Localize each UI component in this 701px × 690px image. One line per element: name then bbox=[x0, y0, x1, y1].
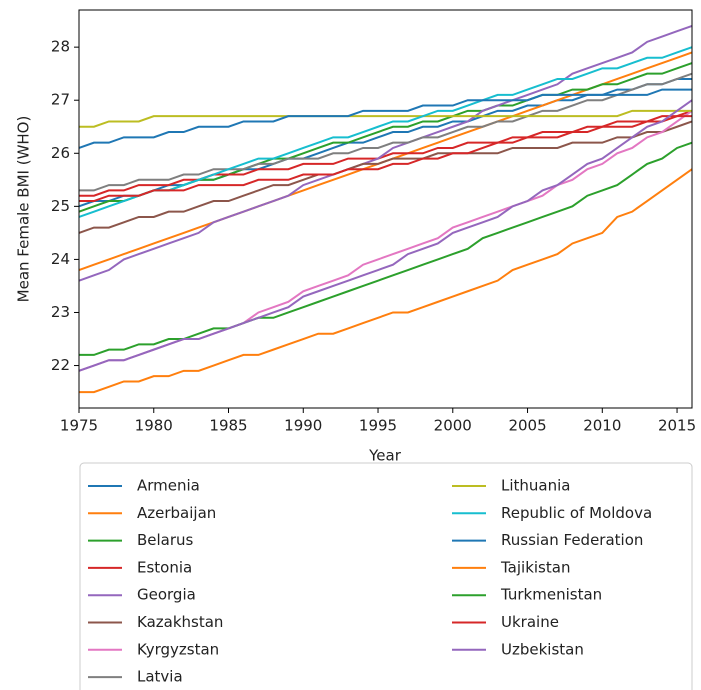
x-tick-label: 2010 bbox=[583, 417, 621, 435]
legend-label: Armenia bbox=[137, 477, 200, 495]
y-axis-label: Mean Female BMI (WHO) bbox=[15, 116, 33, 303]
x-tick-label: 1975 bbox=[60, 417, 98, 435]
y-tick-label: 22 bbox=[51, 356, 70, 374]
y-tick-label: 26 bbox=[51, 144, 70, 162]
x-tick-label: 1980 bbox=[135, 417, 173, 435]
legend-label: Uzbekistan bbox=[501, 640, 584, 658]
y-tick-label: 28 bbox=[51, 38, 70, 56]
series-line bbox=[78, 120, 693, 234]
x-tick-label: 1990 bbox=[284, 417, 322, 435]
series-line bbox=[78, 24, 693, 282]
legend-label: Estonia bbox=[137, 558, 192, 576]
x-tick-label: 2015 bbox=[658, 417, 696, 435]
legend-label: Lithuania bbox=[501, 477, 570, 495]
series-line bbox=[79, 109, 693, 197]
legend-label: Kyrgyzstan bbox=[137, 640, 219, 658]
series-line bbox=[78, 88, 692, 149]
legend-label: Tajikistan bbox=[500, 558, 570, 576]
legend-label: Ukraine bbox=[501, 613, 559, 631]
series-line bbox=[79, 109, 692, 128]
series-line bbox=[79, 168, 693, 394]
x-tick-label: 2005 bbox=[508, 417, 546, 435]
series-line bbox=[78, 110, 693, 372]
legend-label: Azerbaijan bbox=[137, 504, 216, 522]
series-line bbox=[78, 99, 693, 372]
legend-label: Turkmenistan bbox=[500, 586, 602, 604]
legend-label: Republic of Moldova bbox=[501, 504, 652, 522]
legend-frame bbox=[79, 462, 693, 690]
x-tick-label: 1995 bbox=[359, 417, 397, 435]
legend-label: Russian Federation bbox=[501, 531, 643, 549]
series-line bbox=[79, 72, 693, 192]
y-tick-label: 24 bbox=[51, 250, 70, 268]
x-axis-label: Year bbox=[368, 447, 402, 465]
series-line bbox=[78, 46, 693, 218]
series-line bbox=[79, 115, 692, 203]
y-tick-label: 27 bbox=[51, 91, 70, 109]
x-tick-label: 1985 bbox=[209, 417, 247, 435]
legend-label: Latvia bbox=[137, 668, 183, 686]
y-tick-label: 23 bbox=[51, 303, 70, 321]
y-tick-label: 25 bbox=[51, 197, 70, 215]
x-tick-label: 2000 bbox=[434, 417, 472, 435]
series-line bbox=[79, 141, 693, 356]
legend-label: Kazakhstan bbox=[137, 613, 223, 631]
plot-frame bbox=[78, 9, 693, 409]
legend-label: Belarus bbox=[137, 531, 194, 549]
legend-label: Georgia bbox=[137, 586, 196, 604]
